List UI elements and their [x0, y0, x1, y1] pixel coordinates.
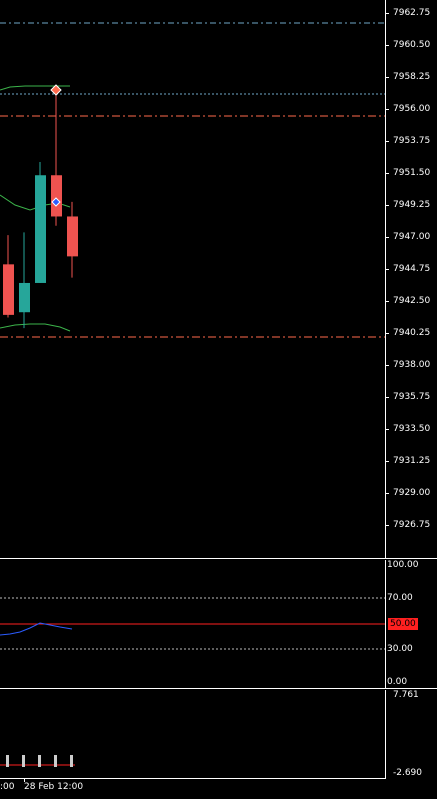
- price-tick-mark: [385, 77, 389, 78]
- price-tick-label: 7962.75: [393, 8, 431, 18]
- price-tick-mark: [385, 333, 389, 334]
- price-tick-mark: [385, 493, 389, 494]
- oscillator-scale-axis: [385, 560, 386, 688]
- histogram-bar: [6, 755, 9, 767]
- price-scale[interactable]: [385, 0, 437, 558]
- candle-body[interactable]: [51, 175, 62, 217]
- time-label-left: :00: [0, 782, 15, 792]
- ma-bottom-band: [0, 323, 71, 332]
- price-tick-label: 7958.25: [393, 72, 431, 82]
- price-tick-mark: [385, 429, 389, 430]
- price-tick-label: 7942.50: [393, 296, 431, 306]
- candlestick-chart[interactable]: [0, 0, 385, 558]
- osc-tick-100: 100.00: [387, 560, 419, 570]
- price-tick-mark: [385, 269, 389, 270]
- histogram-pane[interactable]: [0, 690, 385, 778]
- price-tick-mark: [385, 237, 389, 238]
- time-axis-tick: [24, 778, 25, 782]
- price-tick-label: 7938.00: [393, 360, 431, 370]
- osc-tick-30: 30.00: [387, 644, 413, 654]
- price-pane[interactable]: [0, 0, 385, 558]
- price-tick-mark: [385, 45, 389, 46]
- time-axis-line: [0, 778, 386, 779]
- price-tick-label: 7931.25: [393, 456, 431, 466]
- price-tick-label: 7940.25: [393, 328, 431, 338]
- oscillator-chart[interactable]: [0, 560, 385, 688]
- pane-separator-2: [0, 688, 437, 689]
- candles-group: [3, 88, 78, 329]
- trade-marker-top[interactable]: [50, 84, 62, 96]
- candle-body[interactable]: [19, 282, 30, 313]
- osc-current-value-badge: 50.00: [388, 618, 418, 630]
- trade-marker-entry[interactable]: [51, 197, 61, 207]
- histogram-chart[interactable]: [0, 690, 385, 778]
- candle-body[interactable]: [67, 216, 78, 257]
- candle-body[interactable]: [35, 175, 46, 283]
- histogram-bar: [54, 755, 57, 767]
- price-tick-mark: [385, 365, 389, 366]
- pane-separator-1: [0, 558, 437, 559]
- price-tick-label: 7929.00: [393, 488, 431, 498]
- price-tick-label: 7956.00: [393, 104, 431, 114]
- candle-body[interactable]: [3, 264, 14, 315]
- price-tick-mark: [385, 173, 389, 174]
- histogram-bar: [38, 755, 41, 767]
- histogram-min-label: -2.690: [393, 768, 423, 778]
- price-tick-label: 7935.75: [393, 392, 431, 402]
- price-tick-label: 7951.50: [393, 168, 431, 178]
- price-tick-mark: [385, 461, 389, 462]
- histogram-scale-axis: [385, 690, 386, 778]
- price-tick-label: 7926.75: [393, 520, 431, 530]
- price-tick-mark: [385, 301, 389, 302]
- price-tick-mark: [385, 13, 389, 14]
- price-scale-axis: [385, 0, 386, 558]
- price-tick-label: 7933.50: [393, 424, 431, 434]
- price-tick-mark: [385, 525, 389, 526]
- histogram-bar: [22, 755, 25, 767]
- price-tick-mark: [385, 141, 389, 142]
- osc-tick-0: 0.00: [387, 677, 408, 687]
- price-tick-label: 7947.00: [393, 232, 431, 242]
- histogram-max-label: 7.761: [393, 690, 419, 700]
- price-tick-mark: [385, 397, 389, 398]
- price-tick-label: 7949.25: [393, 200, 431, 210]
- price-tick-label: 7953.75: [393, 136, 431, 146]
- osc-tick-70: 70.00: [387, 593, 413, 603]
- histogram-bar: [70, 755, 73, 767]
- price-tick-mark: [385, 205, 389, 206]
- price-tick-label: 7960.50: [393, 40, 431, 50]
- oscillator-line: [0, 622, 73, 636]
- price-tick-label: 7944.75: [393, 264, 431, 274]
- time-label-28feb: 28 Feb 12:00: [24, 782, 84, 792]
- price-tick-mark: [385, 109, 389, 110]
